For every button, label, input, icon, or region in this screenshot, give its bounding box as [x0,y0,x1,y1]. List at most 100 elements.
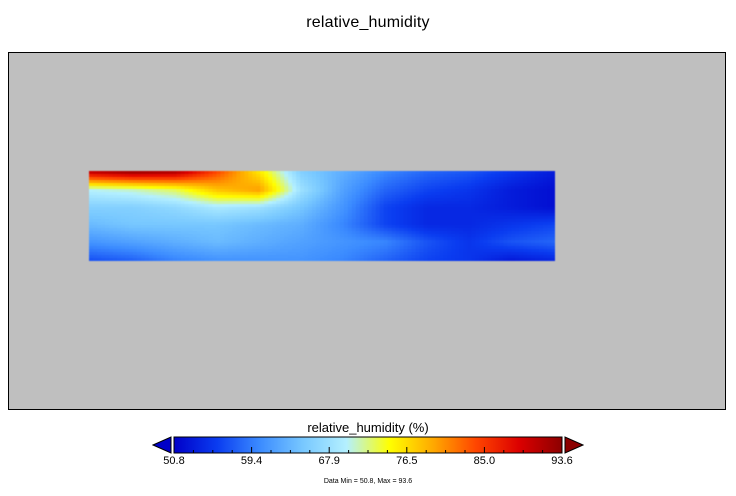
heatmap-cell [463,213,468,217]
heatmap-cell [172,216,178,220]
heatmap-cell [451,240,457,244]
heatmap-cell [515,252,520,256]
heatmap-cell [399,201,405,205]
heatmap-cell [391,207,397,211]
heatmap-cell [148,219,154,223]
heatmap-cell [260,174,265,178]
heatmap-cell [323,246,329,250]
heatmap-cell [511,186,516,190]
heatmap-cell [423,237,429,241]
heatmap-cell [415,222,421,226]
heatmap-cell [407,228,413,232]
heatmap-cell [423,198,429,202]
heatmap-cell [455,252,461,256]
heatmap-cell [292,255,297,259]
heatmap-cell [475,186,480,190]
heatmap-cell [407,171,413,175]
heatmap-cell [343,213,349,217]
heatmap-cell [240,192,245,196]
heatmap-cell [523,246,528,250]
heatmap-cell [220,174,226,178]
heatmap-cell [419,171,425,175]
heatmap-cell [264,201,269,205]
heatmap-cell [535,252,540,256]
heatmap-cell [427,258,433,261]
heatmap-cell [327,210,333,214]
heatmap-cell [511,204,516,208]
heatmap-cell [300,255,305,259]
heatmap-cell [387,192,393,196]
heatmap-cell [156,174,162,178]
heatmap-cell [391,252,397,256]
heatmap-cell [180,210,186,214]
heatmap-cell [112,258,118,261]
heatmap-cell [503,174,508,178]
heatmap-cell [200,177,206,181]
heatmap-cell [451,195,457,199]
heatmap-cell [112,174,118,178]
heatmap-cell [471,228,476,232]
heatmap-cell [244,228,249,232]
heatmap-cell [379,177,385,181]
heatmap-cell [539,213,544,217]
heatmap-cell [371,192,377,196]
heatmap-cell [176,213,182,217]
heatmap-cell [308,255,313,259]
heatmap-cell [519,258,524,261]
heatmap-cell [463,177,468,181]
heatmap-cell [196,246,202,250]
heatmap-cell [435,183,441,187]
heatmap-cell [256,201,261,205]
heatmap-cell [276,237,281,241]
heatmap-cell [535,186,540,190]
heatmap-cell [535,210,540,214]
heatmap-cell [89,198,94,202]
heatmap-cell [431,231,437,235]
heatmap-cell [152,186,158,190]
heatmap-cell [447,177,453,181]
heatmap-cell [112,234,118,238]
heatmap-cell [359,222,365,226]
heatmap-cell [284,252,289,256]
heatmap-cell [320,240,325,244]
colorbar [152,436,584,454]
heatmap-cell [280,198,285,202]
heatmap-cell [495,174,500,178]
heatmap-cell [108,183,114,187]
heatmap-cell [152,252,158,256]
heatmap-cell [216,222,222,226]
heatmap-cell [383,258,389,261]
heatmap-cell [268,222,273,226]
heatmap-cell [451,174,457,178]
heatmap-cell [232,246,237,250]
heatmap-cell [248,183,253,187]
heatmap-cell [547,171,552,175]
heatmap-cell [471,219,476,223]
heatmap-cell [248,186,253,190]
heatmap-cell [495,258,500,261]
heatmap-cell [176,177,182,181]
heatmap-cell [383,213,389,217]
heatmap-cell [184,207,190,211]
heatmap-cell [403,246,409,250]
heatmap-cell [351,225,357,229]
heatmap-cell [280,189,285,193]
heatmap-cell [451,237,457,241]
heatmap-cell [515,204,520,208]
heatmap-cell [395,171,401,175]
heatmap-cell [100,186,106,190]
heatmap-cell [184,228,190,232]
heatmap-cell [471,237,476,241]
heatmap-cell [140,222,146,226]
heatmap-cell [491,174,496,178]
heatmap-cell [260,228,265,232]
heatmap-cell [188,213,194,217]
heatmap-cell [104,252,110,256]
heatmap-cell [551,186,555,190]
heatmap-cell [192,249,198,253]
heatmap-cell [256,189,261,193]
heatmap-cell [467,198,472,202]
heatmap-cell [463,237,468,241]
heatmap-cell [320,201,325,205]
heatmap-cell [359,183,365,187]
